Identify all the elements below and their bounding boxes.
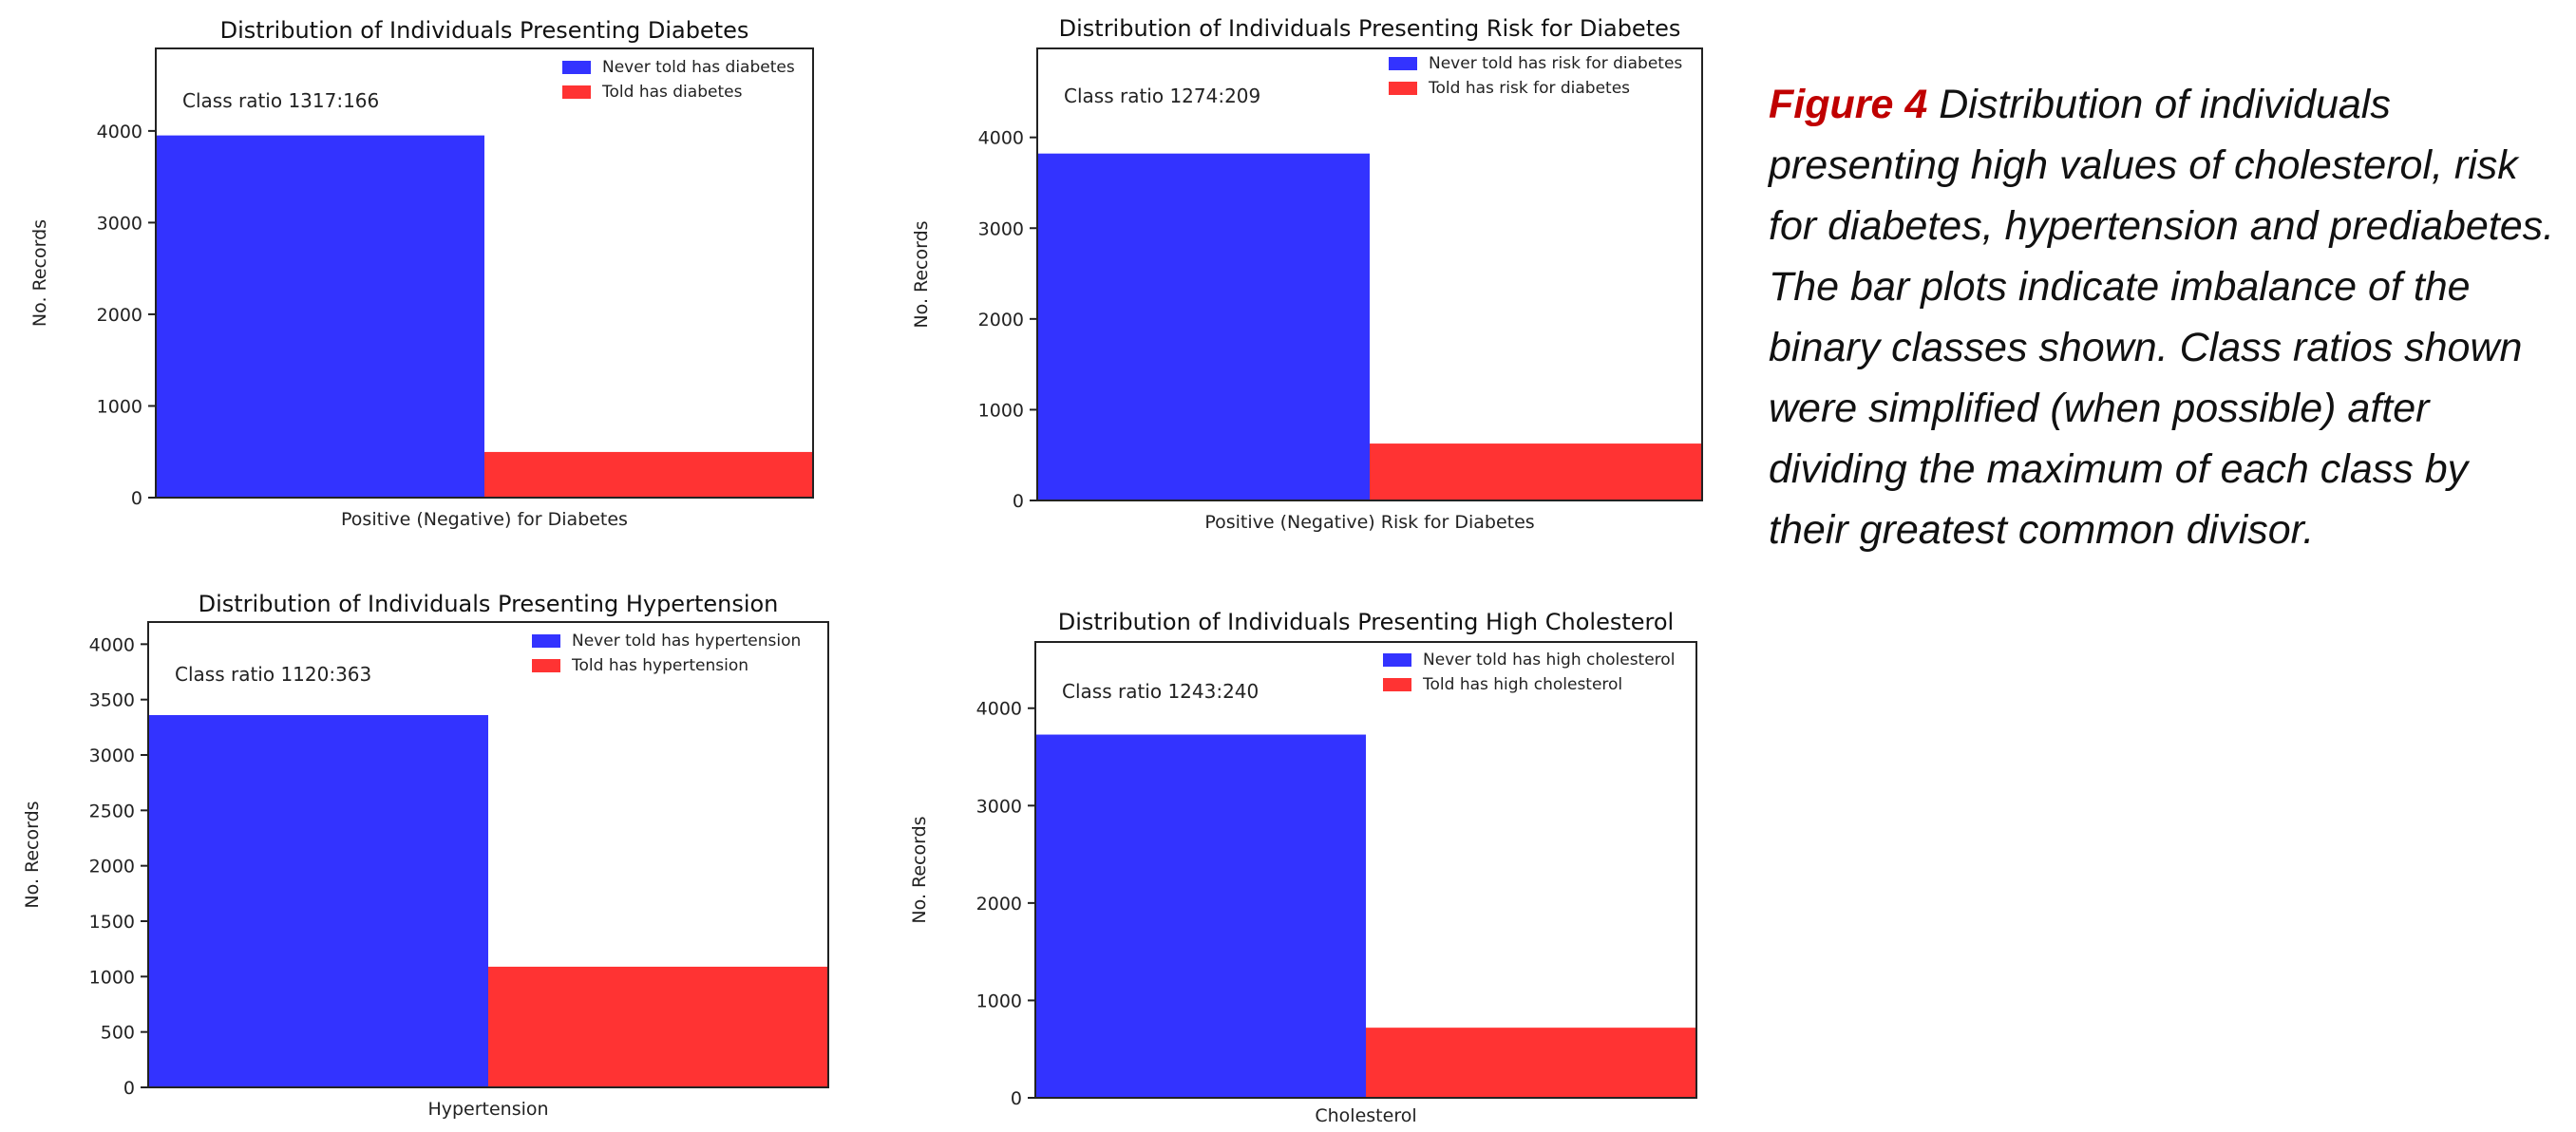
chart-title: Distribution of Individuals Presenting D… [220, 17, 749, 44]
y-tick-label: 1000 [978, 400, 1024, 421]
legend-label: Told has risk for diabetes [1428, 79, 1630, 98]
y-tick-label: 0 [1011, 1088, 1022, 1109]
bar-told [1366, 1028, 1696, 1098]
legend-label: Never told has diabetes [602, 58, 795, 77]
bar-never-told [1037, 153, 1370, 501]
y-tick-label: 1500 [89, 912, 135, 933]
x-axis-label: Hypertension [427, 1099, 548, 1120]
legend-swatch [532, 659, 560, 672]
class-ratio-annotation: Class ratio 1120:363 [175, 663, 371, 686]
y-tick-label: 1000 [89, 967, 135, 988]
y-tick-label: 4000 [976, 699, 1022, 720]
legend-label: Told has hypertension [571, 656, 748, 675]
y-tick-label: 4000 [97, 122, 142, 142]
y-axis-label: No. Records [29, 219, 50, 327]
legend-swatch [1383, 653, 1411, 667]
y-tick-label: 2000 [97, 305, 142, 326]
legend-swatch [532, 634, 560, 648]
bar-told [1370, 443, 1702, 500]
y-axis-label: No. Records [911, 220, 932, 328]
legend-swatch [562, 61, 591, 74]
y-tick-label: 3000 [978, 218, 1024, 239]
bar-never-told [156, 135, 484, 498]
class-ratio-annotation: Class ratio 1274:209 [1064, 85, 1260, 107]
axes-frame [155, 47, 814, 499]
y-tick-label: 2000 [89, 857, 135, 877]
legend-label: Told has diabetes [601, 83, 743, 102]
class-ratio-annotation: Class ratio 1317:166 [182, 89, 379, 112]
chart-title: Distribution of Individuals Presenting H… [199, 591, 779, 617]
legend-label: Told has high cholesterol [1422, 675, 1622, 694]
y-tick-label: 0 [131, 488, 142, 509]
legend-swatch [1383, 678, 1411, 691]
y-tick-label: 4000 [89, 634, 135, 655]
y-tick-label: 3000 [89, 745, 135, 766]
y-tick-label: 0 [1013, 491, 1024, 512]
y-tick-label: 3500 [89, 690, 135, 711]
y-axis-label: No. Records [22, 801, 43, 908]
class-ratio-annotation: Class ratio 1243:240 [1062, 680, 1259, 703]
chart-title: Distribution of Individuals Presenting H… [1058, 609, 1674, 635]
diabetes-chart: Distribution of Individuals Presenting D… [0, 0, 855, 541]
bar-told [488, 966, 828, 1087]
x-axis-label: Positive (Negative) for Diabetes [341, 509, 628, 530]
risk-for-diabetes-chart: Distribution of Individuals Presenting R… [893, 0, 1748, 541]
y-tick-label: 3000 [97, 213, 142, 234]
legend-label: Never told has high cholesterol [1423, 651, 1675, 670]
axes-frame [147, 621, 829, 1088]
y-tick-label: 2000 [978, 310, 1024, 330]
y-tick-label: 2000 [976, 894, 1022, 915]
high-cholesterol-chart: Distribution of Individuals Presenting H… [893, 570, 1748, 1132]
legend-label: Never told has hypertension [572, 632, 801, 651]
x-axis-label: Positive (Negative) Risk for Diabetes [1204, 512, 1534, 533]
hypertension-chart: Distribution of Individuals Presenting H… [0, 570, 855, 1132]
legend-label: Never told has risk for diabetes [1429, 54, 1682, 73]
y-tick-label: 500 [101, 1023, 135, 1044]
bar-told [484, 451, 813, 498]
y-tick-label: 0 [123, 1078, 135, 1099]
y-tick-label: 2500 [89, 801, 135, 821]
y-axis-label: No. Records [909, 816, 930, 923]
axes-frame [1034, 641, 1697, 1099]
axes-frame [1036, 47, 1703, 501]
figure-label: Figure 4 [1769, 82, 1928, 127]
caption-text: Distribution of individuals presenting h… [1769, 82, 2555, 553]
y-tick-label: 4000 [978, 128, 1024, 149]
x-axis-label: Cholesterol [1315, 1105, 1416, 1126]
legend-swatch [562, 85, 591, 99]
bar-never-told [1035, 734, 1366, 1098]
y-tick-label: 1000 [97, 396, 142, 417]
figure-caption: Figure 4 Distribution of individuals pre… [1769, 74, 2557, 560]
y-tick-label: 3000 [976, 796, 1022, 817]
chart-title: Distribution of Individuals Presenting R… [1059, 15, 1681, 42]
legend-swatch [1389, 82, 1417, 95]
bar-never-told [148, 715, 488, 1087]
y-tick-label: 1000 [976, 990, 1022, 1011]
legend-swatch [1389, 57, 1417, 70]
